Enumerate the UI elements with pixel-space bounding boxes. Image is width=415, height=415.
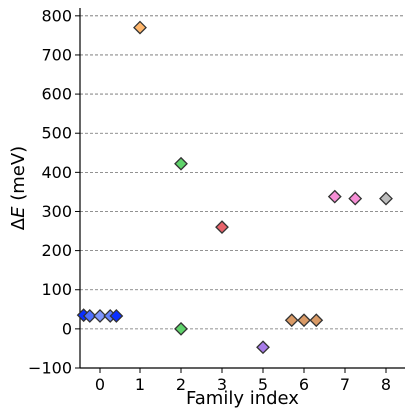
data-point-marker [327, 189, 342, 204]
y-tick-label: 0 [62, 319, 72, 338]
data-point-marker [256, 340, 270, 355]
x-tick-label: 2 [176, 375, 186, 394]
x-tick-label: 7 [340, 375, 350, 394]
data-point-marker [174, 156, 188, 171]
data-points [76, 20, 393, 355]
y-axis-label-prefix: Δ [8, 217, 29, 230]
data-point-marker [133, 20, 147, 35]
y-axis-label: ΔE (meV) [8, 146, 29, 230]
y-tick-label: 500 [41, 124, 72, 143]
data-point-marker [93, 309, 107, 323]
tick-labels: −100 0 100 200 300 400 500 600 700 800 0 1 2 3 5 6 7 8 [28, 6, 391, 394]
x-tick-label: 8 [381, 375, 391, 394]
y-tick-label: 700 [41, 45, 72, 64]
x-tick-label: 5 [258, 375, 268, 394]
y-tick-label: 100 [41, 280, 72, 299]
y-tick-label: 800 [41, 6, 72, 25]
y-tick-label: 300 [41, 202, 72, 221]
y-axis-label-suffix: (meV) [8, 146, 29, 207]
data-point-marker [309, 313, 324, 328]
x-tick-label: 1 [135, 375, 145, 394]
data-point-marker [379, 191, 393, 206]
data-point-marker [348, 191, 363, 206]
x-axis-label: Family index [186, 388, 299, 409]
y-tick-label: −100 [28, 359, 72, 378]
y-tick-label: 200 [41, 241, 72, 260]
data-point-marker [174, 321, 188, 336]
y-tick-label: 400 [41, 163, 72, 182]
x-tick-label: 6 [299, 375, 309, 394]
axes [75, 8, 405, 373]
data-point-marker [215, 220, 229, 235]
gridlines [80, 15, 405, 369]
y-axis-label-variable: E [8, 206, 29, 218]
data-point-marker [284, 313, 299, 328]
y-tick-label: 600 [41, 85, 72, 104]
x-tick-label: 3 [217, 375, 227, 394]
x-tick-label: 0 [95, 375, 105, 394]
data-point-marker [297, 313, 311, 328]
data-point-marker [109, 309, 124, 323]
data-point-marker [82, 309, 97, 323]
